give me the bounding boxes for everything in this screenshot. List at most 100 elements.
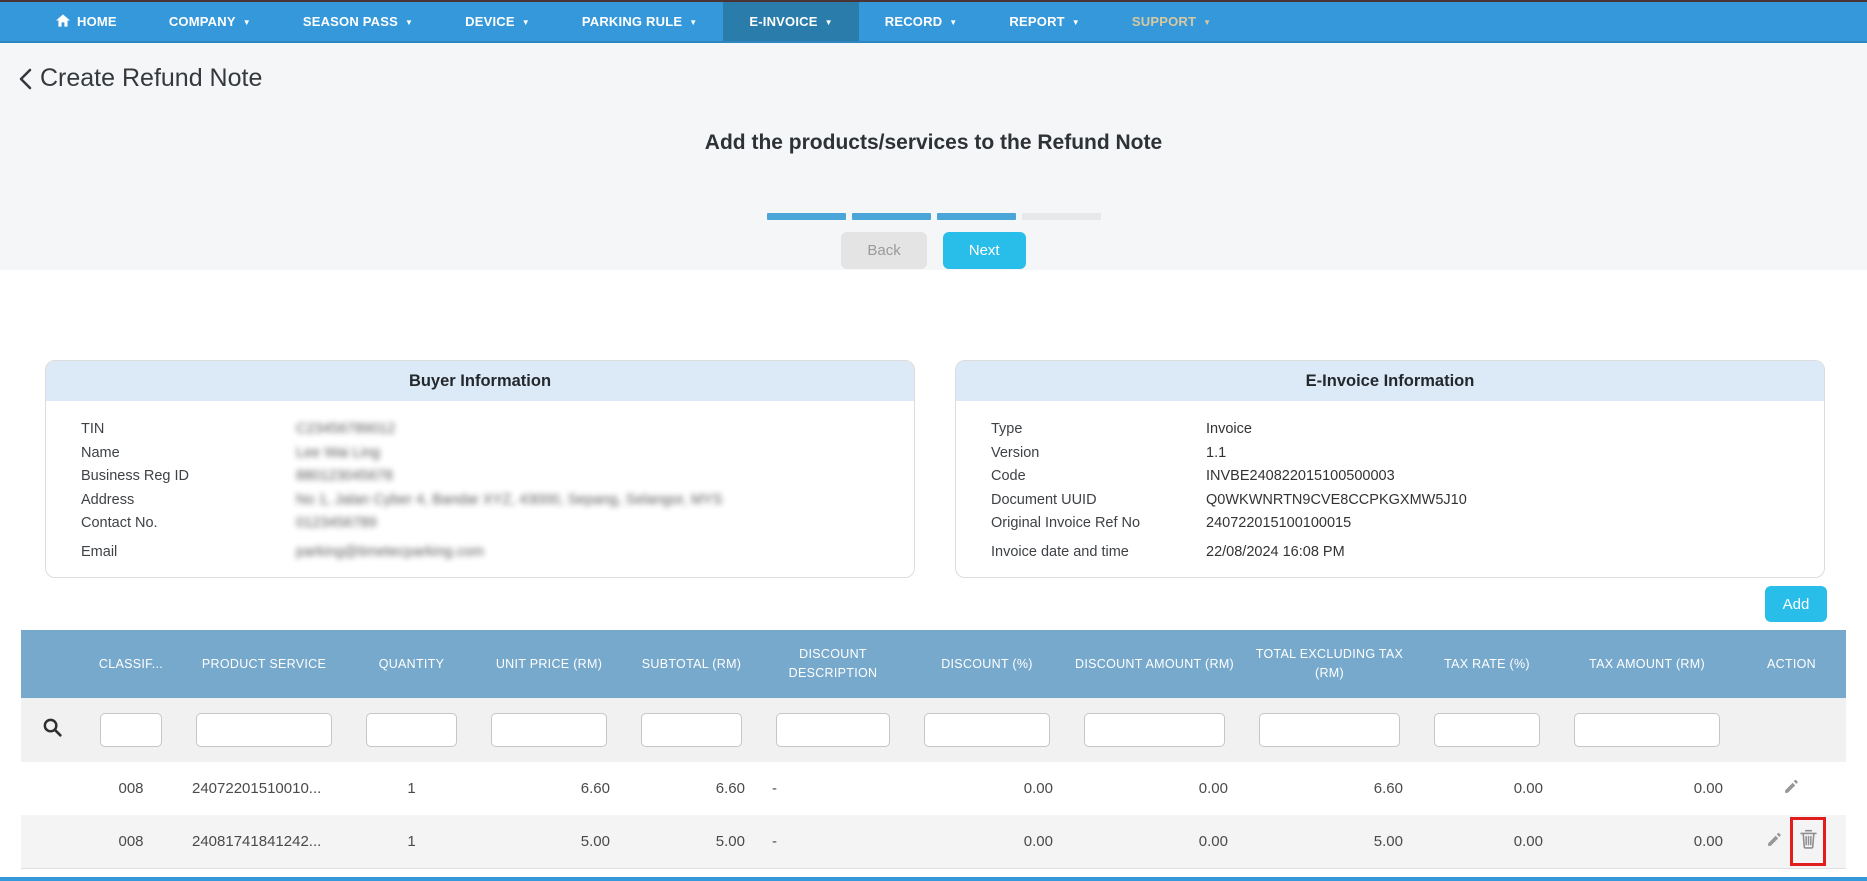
nav-item-device[interactable]: DEVICE ▼ [439, 2, 556, 41]
field-label: Business Reg ID [81, 468, 189, 484]
filter-input-total-excluding-tax[interactable] [1259, 713, 1400, 747]
pencil-icon[interactable] [1783, 778, 1800, 799]
add-button[interactable]: Add [1765, 586, 1827, 622]
nav-item-company[interactable]: COMPANY ▼ [143, 2, 277, 41]
field-label: Code [991, 468, 1026, 484]
field-label: Document UUID [991, 491, 1097, 508]
filter-input-product-service[interactable] [196, 713, 332, 747]
table-row: 008 24081741841242... 1 5.00 5.00 - 0.00… [21, 815, 1846, 869]
cell-discount-amount: 0.00 [1198, 780, 1228, 797]
progress-step-2 [851, 213, 931, 220]
field-label: Name [81, 444, 120, 461]
back-button[interactable]: Back [841, 232, 927, 269]
nav-item-label: REPORT [1009, 14, 1065, 29]
field-label: TIN [81, 421, 105, 437]
nav-item-label: E-INVOICE [749, 14, 818, 29]
redacted-value: No 1, Jalan Cyber 4, Bandar XYZ, 43000, … [296, 491, 723, 508]
filter-input-unit-price[interactable] [491, 713, 607, 747]
progress-step-3 [936, 213, 1016, 220]
filter-input-tax-rate[interactable] [1434, 713, 1540, 747]
nav-item-support[interactable]: SUPPORT ▼ [1106, 2, 1237, 41]
buyer-information-panel: Buyer Information TIN C23456789012 Name … [45, 360, 915, 578]
wizard-progress-bar [766, 213, 1101, 220]
redacted-value: 0123456789 [296, 515, 377, 531]
home-icon [56, 13, 70, 30]
wizard-heading: Add the products/services to the Refund … [704, 131, 1163, 154]
filter-input-classification[interactable] [100, 713, 162, 747]
cell-quantity: 1 [349, 815, 474, 869]
cell-product-service: 24072201510010... [192, 780, 322, 797]
filter-input-discount-description[interactable] [776, 713, 890, 747]
cell-unit-price: 5.00 [474, 815, 624, 869]
column-header-discount-amount: DISCOUNT AMOUNT (RM) [1067, 630, 1242, 698]
window-top-edge [0, 0, 1867, 2]
search-icon[interactable] [42, 718, 63, 742]
trash-icon[interactable] [1789, 817, 1826, 867]
cell-classification: 008 [83, 815, 179, 869]
column-header-quantity: QUANTITY [349, 630, 474, 698]
nav-item-e-invoice[interactable]: E-INVOICE ▼ [723, 2, 859, 41]
cell-discount-description: - [772, 780, 777, 797]
filter-input-discount-amount[interactable] [1084, 713, 1225, 747]
column-header-total-excluding-tax: TOTAL EXCLUDING TAX (RM) [1242, 630, 1417, 698]
buyer-row-email: Email parking@timetecparking.com [81, 541, 894, 565]
column-header-tax-amount: TAX AMOUNT (RM) [1557, 630, 1737, 698]
buyer-row-name: Name Lee Wai Ling [81, 442, 894, 466]
field-value: 1.1 [1206, 444, 1227, 461]
field-label: Contact No. [81, 515, 158, 531]
nav-item-label: SEASON PASS [302, 14, 398, 29]
page-title: Create Refund Note [40, 64, 263, 92]
chevron-down-icon: ▼ [1203, 18, 1212, 27]
nav-item-season-pass[interactable]: SEASON PASS ▼ [277, 2, 439, 41]
cell-total-excluding-tax: 6.60 [1373, 780, 1403, 797]
nav-item-parking-rule[interactable]: PARKING RULE ▼ [556, 2, 724, 41]
cell-product-service: 24081741841242... [179, 815, 349, 869]
cell-classification: 008 [118, 780, 144, 797]
field-value: Q0WKWNRTN9CVE8CCPKGXMW5J10 [1206, 491, 1467, 508]
filter-input-tax-amount[interactable] [1574, 713, 1720, 747]
column-header-discount-percent: DISCOUNT (%) [907, 630, 1067, 698]
field-label: Type [991, 421, 1023, 437]
nav-item-label: PARKING RULE [581, 14, 683, 29]
cell-subtotal: 6.60 [715, 780, 745, 797]
field-label: Version [991, 444, 1040, 461]
next-button[interactable]: Next [942, 232, 1026, 269]
buyer-row-tin: TIN C23456789012 [81, 418, 894, 442]
nav-item-report[interactable]: REPORT ▼ [983, 2, 1106, 41]
cell-tax-rate: 0.00 [1417, 815, 1557, 869]
table-header-row: CLASSIF... PRODUCT SERVICE QUANTITY UNIT… [21, 630, 1846, 698]
cell-discount-amount: 0.00 [1067, 815, 1242, 869]
field-value: 22/08/2024 16:08 PM [1206, 543, 1345, 560]
table-row: 008 24072201510010... 1 6.60 6.60 - 0.00… [21, 762, 1846, 815]
back-chevron-icon[interactable] [18, 68, 32, 90]
filter-input-subtotal[interactable] [641, 713, 742, 747]
column-header-unit-price: UNIT PRICE (RM) [474, 630, 624, 698]
cell-tax-amount: 0.00 [1693, 780, 1723, 797]
chevron-down-icon: ▼ [949, 18, 958, 27]
buyer-row-business-reg-id: Business Reg ID 880123045678 [81, 465, 894, 489]
bottom-edge-strip [0, 877, 1867, 881]
cell-discount-description: - [759, 815, 907, 869]
field-value: 240722015100100015 [1206, 515, 1352, 531]
chevron-down-icon: ▼ [824, 18, 833, 27]
nav-item-label: DEVICE [465, 14, 515, 29]
cell-tax-amount: 0.00 [1557, 815, 1737, 869]
field-label: Email [81, 543, 118, 560]
buyer-row-address: Address No 1, Jalan Cyber 4, Bandar XYZ,… [81, 489, 894, 513]
chevron-down-icon: ▼ [521, 18, 530, 27]
nav-item-home[interactable]: HOME [30, 2, 143, 41]
nav-item-record[interactable]: RECORD ▼ [859, 2, 984, 41]
einvoice-row-original-invoice-ref-no: Original Invoice Ref No 2407220151001000… [991, 512, 1804, 536]
column-header-action: ACTION [1737, 630, 1846, 698]
buyer-row-contact-no: Contact No. 0123456789 [81, 512, 894, 536]
pencil-icon[interactable] [1766, 831, 1783, 852]
cell-discount-percent: 0.00 [907, 815, 1067, 869]
einvoice-row-document-uuid: Document UUID Q0WKWNRTN9CVE8CCPKGXMW5J10 [991, 489, 1804, 513]
cell-total-excluding-tax: 5.00 [1242, 815, 1417, 869]
column-header-subtotal: SUBTOTAL (RM) [624, 630, 759, 698]
field-label: Address [81, 491, 135, 508]
filter-input-discount-percent[interactable] [924, 713, 1050, 747]
redacted-value: Lee Wai Ling [296, 444, 381, 461]
cell-discount-percent: 0.00 [1023, 780, 1053, 797]
filter-input-quantity[interactable] [366, 713, 457, 747]
